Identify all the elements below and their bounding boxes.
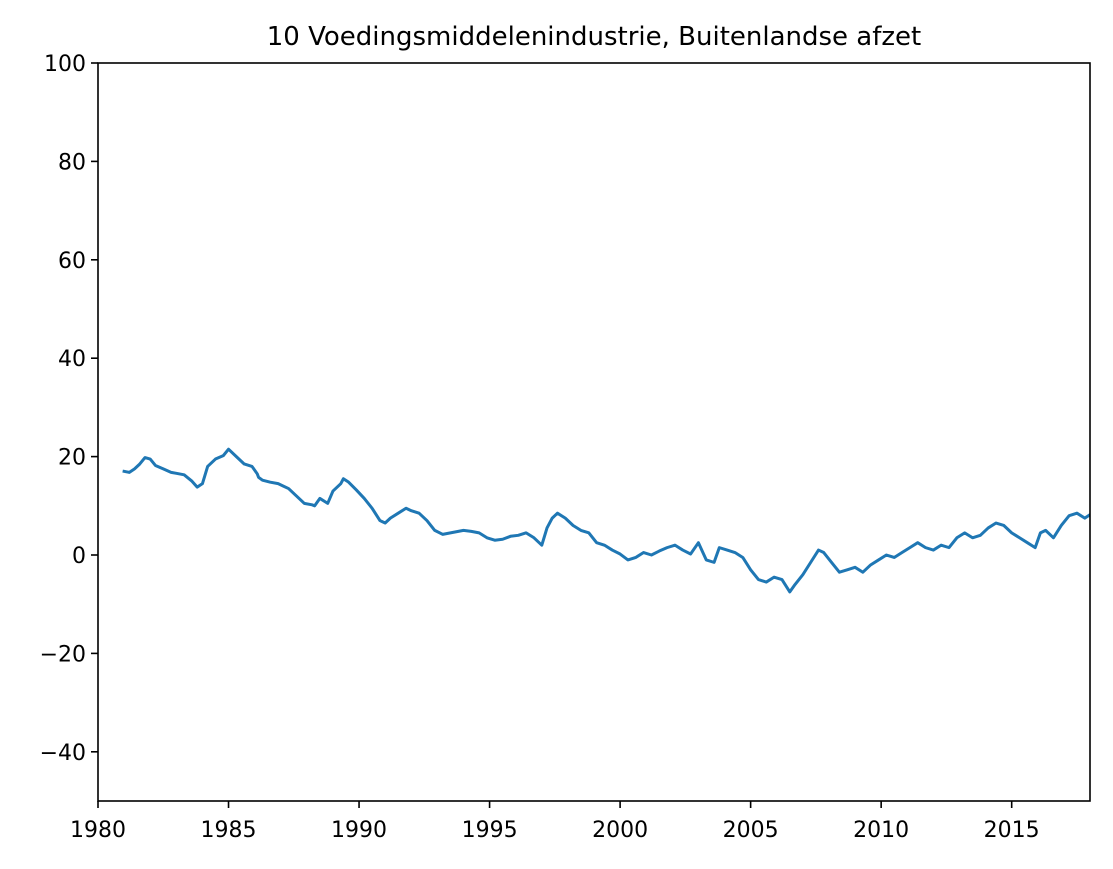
chart-title: 10 Voedingsmiddelenindustrie, Buitenland…	[267, 22, 921, 52]
x-tick-label-1980: 1980	[70, 818, 126, 843]
y-tick-label-80: 80	[58, 150, 86, 175]
series-line-0	[122, 447, 1090, 594]
x-tick-label-1985: 1985	[201, 818, 257, 843]
y-tick-label-100: 100	[44, 52, 86, 77]
y-tick-label-0: 0	[72, 544, 86, 569]
axes: 1980 1985 1990 1995 2000 2005 2010 2015 −40 −20 0 2…	[40, 52, 1091, 843]
axes-frame	[97, 62, 1091, 802]
y-tick-label--40: −40	[40, 741, 86, 766]
y-tick-label-20: 20	[58, 446, 86, 471]
y-tick-label-40: 40	[58, 347, 86, 372]
x-tick-label-2005: 2005	[723, 818, 779, 843]
y-tick-label-60: 60	[58, 249, 86, 274]
x-tick-label-2010: 2010	[853, 818, 909, 843]
x-tick-label-2015: 2015	[984, 818, 1040, 843]
plot-area	[122, 447, 1090, 594]
y-tick-label--20: −20	[40, 642, 86, 667]
x-tick-label-1995: 1995	[462, 818, 518, 843]
x-tick-label-1990: 1990	[331, 818, 387, 843]
x-tick-label-2000: 2000	[592, 818, 648, 843]
